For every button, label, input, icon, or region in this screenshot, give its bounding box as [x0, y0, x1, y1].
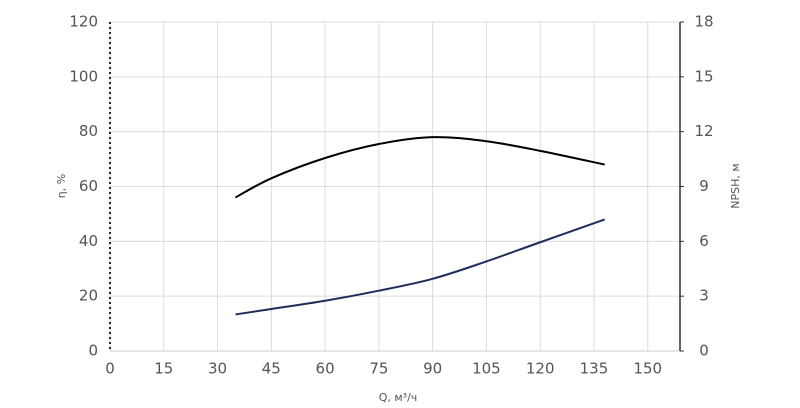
- series-line: [234, 136, 605, 199]
- x-tick-label: 45: [262, 360, 281, 378]
- x-tick-label: 60: [316, 360, 335, 378]
- x-tick-label: 15: [154, 360, 173, 378]
- x-tick-label: 90: [423, 360, 442, 378]
- x-tick-label: 120: [526, 360, 555, 378]
- y-tick-label: 40: [79, 232, 98, 250]
- y2-tick-label: 12: [694, 122, 713, 140]
- x-axis-label: Q, м³/ч: [379, 391, 418, 404]
- series-line: [235, 218, 606, 316]
- y2-tick-label: 6: [699, 232, 709, 250]
- y-tick-label: 0: [88, 342, 98, 360]
- x-tick-label: 0: [105, 360, 115, 378]
- y2-tick-label: 9: [699, 177, 709, 195]
- x-tick-label: 75: [369, 360, 388, 378]
- y-tick-label: 60: [79, 177, 98, 195]
- x-tick-label: 150: [633, 360, 662, 378]
- x-tick-label: 105: [472, 360, 501, 378]
- y2-axis-label: NPSH, м: [729, 163, 742, 208]
- x-tick-label: 30: [208, 360, 227, 378]
- x-tick-label: 135: [580, 360, 609, 378]
- y-tick-label: 20: [79, 287, 98, 305]
- y-axis-label: η, %: [55, 174, 68, 198]
- y2-tick-label: 0: [699, 342, 709, 360]
- y-tick-label: 80: [79, 122, 98, 140]
- y2-tick-label: 15: [694, 67, 713, 85]
- y2-tick-label: 3: [699, 287, 709, 305]
- y-tick-label: 120: [69, 13, 98, 31]
- y2-tick-label: 18: [694, 13, 713, 31]
- y-tick-label: 100: [69, 67, 98, 85]
